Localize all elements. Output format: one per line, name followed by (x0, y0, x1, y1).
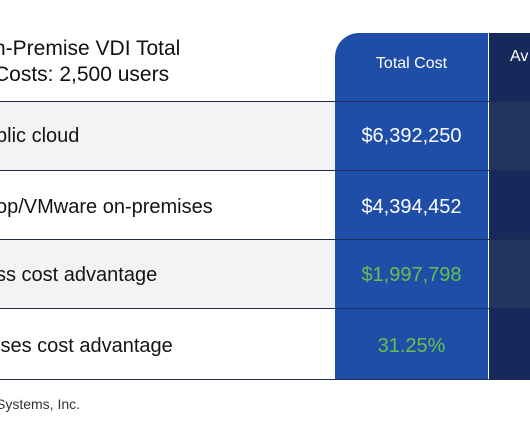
title-line-1: n-Premise VDI Total (0, 37, 181, 60)
row-value-cost-advantage-percent: 31.25% (377, 335, 446, 357)
row-label-cost-advantage: ss cost advantage (0, 264, 158, 286)
page-title: n-Premise VDI Total Costs: 2,500 users (0, 36, 324, 88)
column-header-total-cost: Total Cost (375, 55, 448, 72)
table-row (0, 102, 335, 170)
row-label-public-cloud: blic cloud (0, 125, 80, 147)
title-line-2: Costs: 2,500 users (0, 63, 170, 86)
column-header-average: Av (510, 48, 529, 65)
row-divider (0, 379, 530, 380)
row-value-on-premises: $4,394,452 (361, 196, 462, 218)
avg-cell (489, 171, 530, 239)
avg-cell (489, 309, 530, 377)
avg-cell (489, 102, 530, 170)
avg-cell (489, 240, 530, 308)
row-value-cost-advantage: $1,997,798 (361, 264, 462, 286)
row-label-cost-advantage-percent: ises cost advantage (0, 335, 173, 357)
row-divider (0, 308, 530, 309)
row-value-public-cloud: $6,392,250 (361, 125, 462, 147)
row-divider (0, 101, 530, 102)
table-row (0, 240, 335, 308)
row-divider (0, 170, 530, 171)
row-label-on-premises: op/VMware on-premises (0, 196, 213, 218)
row-divider (0, 239, 530, 240)
total-cost-column (335, 33, 488, 380)
source-credit: Systems, Inc. (0, 396, 81, 412)
